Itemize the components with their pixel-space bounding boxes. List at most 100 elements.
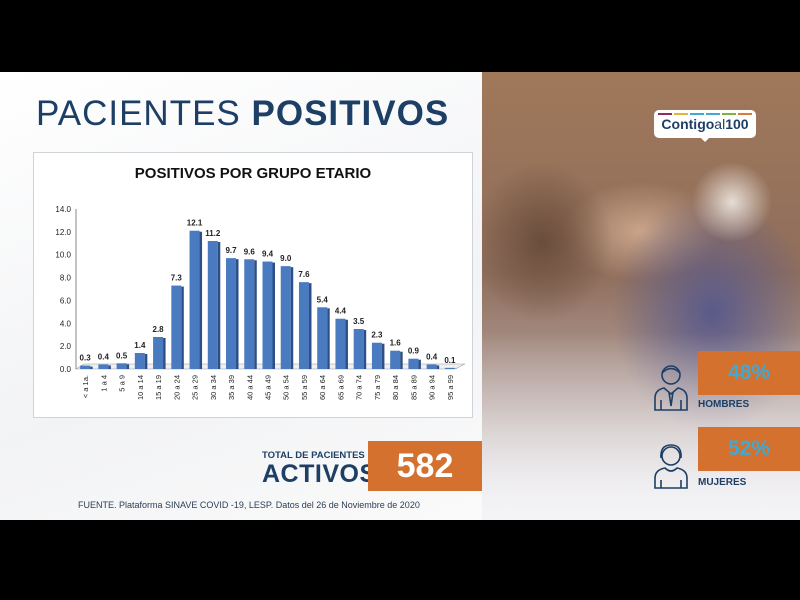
bar: [444, 367, 455, 369]
bar-side: [217, 242, 221, 369]
x-tick-label: 60 a 64: [318, 375, 327, 400]
x-tick-label: 10 a 14: [136, 375, 145, 400]
bar-side: [345, 319, 348, 369]
total-activos-label: ACTIVOS: [262, 460, 377, 488]
man-icon: [654, 365, 688, 411]
data-label: 11.2: [205, 229, 221, 238]
bar-side: [436, 365, 440, 369]
x-tick-label: 75 a 79: [373, 375, 382, 400]
bar-side: [108, 365, 111, 369]
data-label: 0.9: [408, 347, 420, 356]
bar: [408, 358, 419, 369]
photo-background: Contigoal100 48% HOMBRES 52% MUJERES: [482, 72, 800, 520]
bar: [335, 318, 346, 369]
x-tick-label: 50 a 54: [282, 375, 291, 400]
bar: [390, 350, 401, 369]
x-tick-label: 90 a 94: [428, 375, 437, 400]
y-tick-label: 8.0: [60, 274, 72, 283]
bar-side: [254, 260, 257, 369]
data-label: 2.3: [371, 331, 383, 340]
x-tick-label: 15 a 19: [154, 375, 163, 400]
x-tick-label: 55 a 59: [300, 375, 309, 400]
logo-bar: [706, 113, 720, 115]
bar: [317, 307, 328, 369]
x-tick-label: 25 a 29: [191, 375, 200, 400]
title-light: PACIENTES: [36, 94, 241, 133]
bar-side: [236, 259, 239, 369]
y-tick-label: 12.0: [55, 228, 71, 237]
logo-bars: [654, 110, 756, 115]
x-tick-label: < a 1a.: [81, 375, 90, 398]
bar: [153, 337, 164, 369]
data-label: 9.7: [225, 246, 237, 255]
data-label: 7.6: [298, 270, 310, 279]
x-tick-label: 95 a 99: [446, 375, 455, 400]
bar-side: [308, 283, 312, 369]
data-label: 0.5: [116, 351, 128, 360]
bar-side: [199, 231, 203, 369]
men-percent: 48%: [698, 351, 800, 395]
total-value: 582: [368, 441, 482, 491]
bar: [426, 364, 437, 369]
men-label: HOMBRES: [698, 399, 750, 410]
logo-bar: [674, 113, 688, 115]
bar-side: [327, 308, 330, 369]
bar: [280, 266, 291, 369]
source-note: FUENTE. Plataforma SINAVE COVID -19, LES…: [78, 500, 420, 510]
chart-box: POSITIVOS POR GRUPO ETARIO 0.0 2.0 4.0 6.0 8…: [33, 152, 473, 418]
bar-side: [181, 286, 184, 369]
logo-bar: [738, 113, 752, 115]
bar: [244, 259, 255, 369]
bar: [207, 241, 218, 369]
data-label: 0.1: [444, 356, 456, 365]
x-tick-label: 65 a 69: [336, 375, 345, 400]
data-label: 0.3: [80, 354, 92, 363]
x-tick-label: 35 a 39: [227, 375, 236, 400]
bar-side: [290, 267, 294, 369]
data-label: 7.3: [171, 274, 183, 283]
logo: Contigoal100: [654, 110, 756, 142]
y-tick-label: 4.0: [60, 319, 72, 328]
x-tick-label: 85 a 89: [409, 375, 418, 400]
bar: [226, 258, 237, 369]
bar: [80, 365, 91, 369]
bar-side: [163, 338, 166, 369]
bar-chart: 0.0 2.0 4.0 6.0 8.0 10.0 12.0 14.0 0.3 < a 1a. 0.4…: [55, 205, 466, 400]
bar: [189, 230, 200, 369]
bar-side: [126, 364, 130, 369]
women-percent: 52%: [698, 427, 800, 471]
data-label: 9.4: [262, 250, 274, 259]
logo-bar: [722, 113, 736, 115]
bar-side: [90, 366, 93, 369]
data-label: 2.8: [153, 325, 165, 334]
x-tick-label: 5 a 9: [118, 375, 127, 392]
bar-side: [363, 330, 367, 369]
left-panel: PACIENTES POSITIVOS POSITIVOS POR GRUPO …: [0, 72, 482, 520]
y-tick-label: 10.0: [55, 251, 71, 260]
chart-title: POSITIVOS POR GRUPO ETARIO: [134, 165, 372, 182]
bar: [98, 364, 109, 369]
slide: PACIENTES POSITIVOS POSITIVOS POR GRUPO …: [0, 72, 800, 520]
x-tick-label: 30 a 34: [209, 375, 218, 400]
x-tick-label: 1 a 4: [99, 375, 108, 392]
x-tick-label: 80 a 84: [391, 375, 400, 400]
bar-side: [381, 343, 385, 369]
x-tick-label: 40 a 44: [245, 375, 254, 400]
page-title: PACIENTES POSITIVOS: [36, 94, 449, 134]
total-label: TOTAL DE PACIENTES: [262, 450, 365, 461]
bar: [371, 342, 382, 369]
data-label: 12.1: [187, 219, 203, 228]
data-label: 0.4: [426, 352, 438, 361]
bar: [171, 285, 182, 369]
data-label: 5.4: [317, 295, 329, 304]
logo-tail: [701, 138, 709, 142]
woman-icon: [654, 444, 688, 489]
data-label: 1.4: [134, 341, 146, 350]
bar-side: [272, 262, 275, 369]
x-tick-label: 70 a 74: [355, 375, 364, 400]
data-label: 4.4: [335, 307, 347, 316]
logo-bar: [658, 113, 672, 115]
women-label: MUJERES: [698, 477, 747, 488]
bar-side: [144, 354, 148, 369]
bar: [262, 261, 273, 369]
